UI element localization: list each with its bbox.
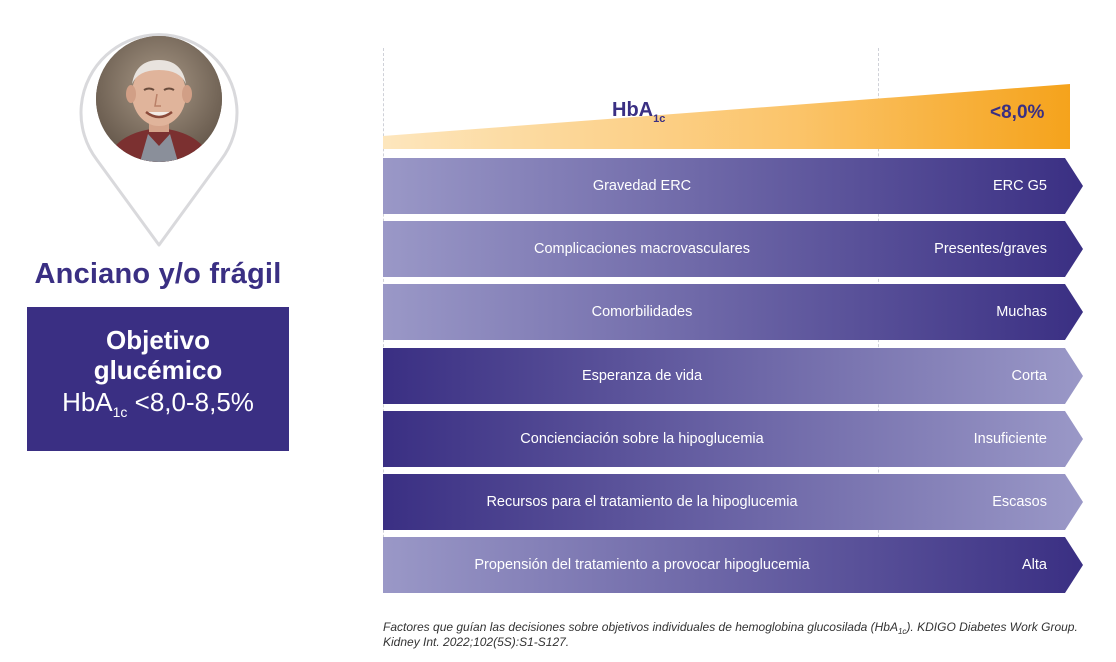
scale-left-label: HbA1c	[612, 99, 666, 125]
factor-row: Comorbilidades Muchas	[383, 284, 1083, 341]
hba1c-scale-wedge	[383, 84, 1070, 149]
factor-row: Esperanza de vida Corta	[383, 347, 1083, 404]
factor-row: Gravedad ERC ERC G5	[383, 158, 1083, 214]
factor-label: Propensión del tratamiento a provocar hi…	[474, 557, 810, 574]
goal-value: HbA1c <8,0-8,5%	[27, 387, 289, 420]
goal-metric-subscript: 1c	[112, 404, 128, 420]
elderly-man-portrait	[96, 36, 222, 162]
scale-right-label: <8,0%	[990, 102, 1045, 123]
goal-range: <8,0-8,5%	[127, 387, 254, 417]
factor-label: Gravedad ERC	[592, 178, 692, 194]
citation-text-before: Factores que guían las decisiones sobre …	[383, 620, 898, 634]
factor-label: Esperanza de vida	[581, 367, 703, 384]
glycemic-goal-box: Objetivo glucémico HbA1c <8,0-8,5%	[27, 307, 289, 451]
factor-label: Comorbilidades	[591, 304, 693, 321]
citation-subscript: 1c	[897, 627, 907, 636]
factor-value: Escasos	[992, 494, 1047, 510]
factor-arrow	[383, 410, 1083, 467]
avatar	[96, 36, 222, 162]
factor-arrow	[383, 158, 1083, 214]
scale-metric-subscript: 1c	[653, 113, 666, 125]
factor-value: ERC G5	[993, 178, 1047, 194]
profile-title: Anciano y/o frágil	[34, 258, 282, 290]
factor-arrow	[383, 284, 1083, 341]
factor-row: Concienciación sobre la hipoglucemia Insu…	[383, 410, 1083, 467]
factor-value: Corta	[1011, 367, 1047, 384]
factor-label: Recursos para el tratamiento de la hipog…	[486, 494, 798, 510]
factor-arrow	[383, 474, 1083, 530]
factor-row: Recursos para el tratamiento de la hipog…	[383, 474, 1083, 530]
factor-value: Insuficiente	[973, 430, 1047, 447]
factor-label: Concienciación sobre la hipoglucemia	[520, 430, 764, 447]
goal-title: Objetivo glucémico	[93, 325, 223, 385]
factor-value: Muchas	[996, 304, 1047, 321]
citation-text-after: ). KDIGO Diabetes Work Group. Kidney Int…	[383, 620, 1078, 649]
factor-row: Propensión del tratamiento a provocar hi…	[383, 537, 1083, 594]
factor-row: Complicaciones macrovasculares Presentes/…	[383, 221, 1083, 278]
factor-arrow	[383, 347, 1083, 404]
goal-metric: HbA	[62, 387, 113, 417]
citation: Factores que guían las decisiones sobre …	[383, 620, 1083, 650]
scale-metric: HbA	[612, 99, 654, 121]
factor-arrow	[383, 221, 1083, 278]
factor-value: Presentes/graves	[934, 241, 1047, 258]
factor-value: Alta	[1022, 557, 1047, 574]
factor-label: Complicaciones macrovasculares	[534, 241, 750, 258]
factor-arrow	[383, 537, 1083, 594]
